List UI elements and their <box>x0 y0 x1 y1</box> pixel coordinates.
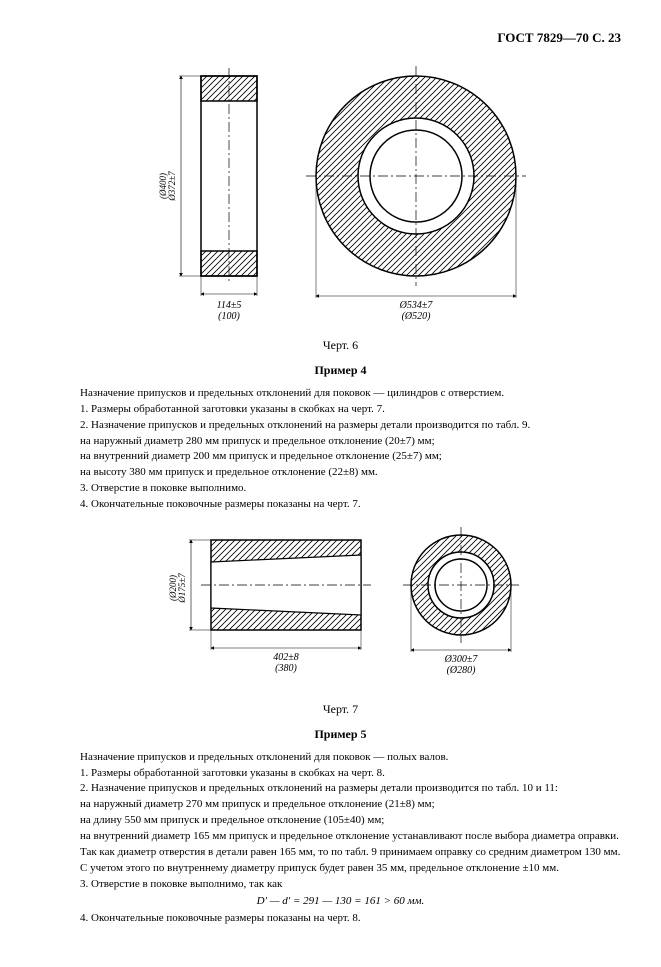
figure-6: Ø372±7 (Ø400) 114±5 (100) Ø534±7 <box>60 66 621 330</box>
text-line: на внутренний диаметр 165 мм припуск и п… <box>60 829 621 844</box>
text-line: Назначение припусков и предельных отклон… <box>60 386 621 401</box>
fig7-ring-dim1: Ø300±7 <box>443 654 478 665</box>
text-line: 1. Размеры обработанной заготовки указан… <box>60 766 621 781</box>
text-line: Так как диаметр отверстия в детали равен… <box>60 845 621 860</box>
fig7-dim-bottom1: 402±8 <box>273 652 299 663</box>
fig6-ring-dim2: (Ø520) <box>401 311 431 322</box>
text-line: на внутренний диаметр 200 мм припуск и п… <box>60 449 621 464</box>
figure-6-caption: Черт. 6 <box>60 338 621 353</box>
fig6-dim-bottom2: (100) <box>218 311 240 322</box>
text-line: 3. Отверстие в поковке выполнимо, так ка… <box>60 877 621 892</box>
example-5-body-a: Назначение припусков и предельных отклон… <box>60 750 621 828</box>
fig6-ring-dim1: Ø534±7 <box>398 300 433 311</box>
example-5-title: Пример 5 <box>60 727 621 742</box>
fig7-dim-left2: (Ø200) <box>168 575 178 601</box>
example-5-formula: D′ — d′ = 291 — 130 = 161 > 60 мм. <box>60 895 621 907</box>
fig7-dim-left1: Ø175±7 <box>177 573 187 604</box>
text-line: 4. Окончательные поковочные размеры пока… <box>60 497 621 512</box>
text-line: 1. Размеры обработанной заготовки указан… <box>60 402 621 417</box>
fig6-dim-bottom1: 114±5 <box>216 300 241 311</box>
fig7-dim-bottom2: (380) <box>275 663 297 674</box>
text-line: Назначение припусков и предельных отклон… <box>60 750 621 765</box>
figure-7-caption: Черт. 7 <box>60 702 621 717</box>
text-line: 4. Окончательные поковочные размеры пока… <box>60 911 621 926</box>
text-line: С учетом этого по внутреннему диаметру п… <box>60 861 621 876</box>
text-line: на длину 550 мм припуск и предельное отк… <box>60 813 621 828</box>
example-5-body-c: 4. Окончательные поковочные размеры пока… <box>60 911 621 926</box>
example-4-body: Назначение припусков и предельных отклон… <box>60 386 621 512</box>
fig6-dim-left2: (Ø400) <box>158 173 168 199</box>
text-line: на наружный диаметр 280 мм припуск и пре… <box>60 434 621 449</box>
text-line: 2. Назначение припусков и предельных отк… <box>60 781 621 796</box>
text-line: на наружный диаметр 270 мм припуск и пре… <box>60 797 621 812</box>
example-5-body-b: на внутренний диаметр 165 мм припуск и п… <box>60 829 621 891</box>
example-4-title: Пример 4 <box>60 363 621 378</box>
figure-7: Ø175±7 (Ø200) 402±8 (380) Ø300±7 (Ø280) <box>60 520 621 694</box>
text-line: 2. Назначение припусков и предельных отк… <box>60 418 621 433</box>
text-line: 3. Отверстие в поковке выполнимо. <box>60 481 621 496</box>
page-header: ГОСТ 7829—70 С. 23 <box>60 30 621 46</box>
fig7-ring-dim2: (Ø280) <box>446 665 476 676</box>
fig6-dim-left1: Ø372±7 <box>167 171 177 202</box>
text-line: на высоту 380 мм припуск и предельное от… <box>60 465 621 480</box>
